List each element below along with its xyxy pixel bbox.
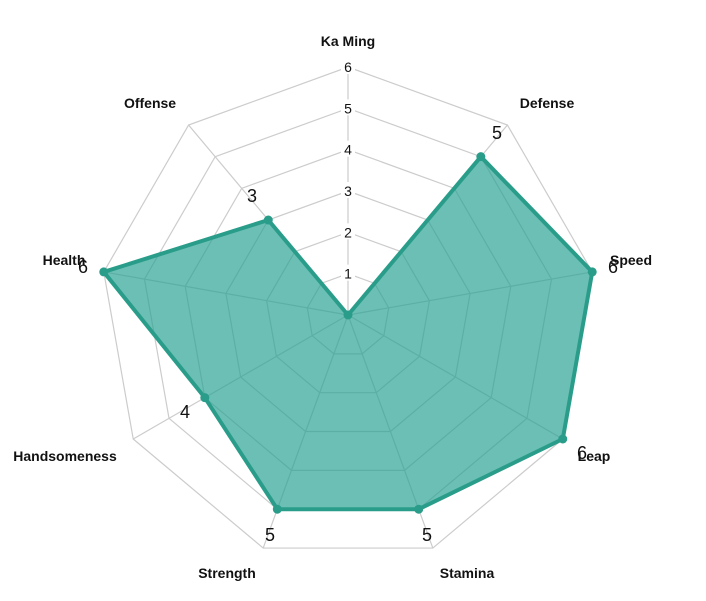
r-tick-label: 1 [344,266,352,282]
data-point [414,504,424,514]
r-tick-label: 3 [344,183,352,199]
category-label: Leap [578,448,611,464]
data-label: 6 [78,257,88,277]
category-label: Offense [124,95,176,111]
data-point [200,393,210,403]
tick-label-bg [341,58,355,74]
tick-label-bg [341,140,355,157]
category-label: Speed [610,252,652,268]
r-tick-label: 5 [344,100,352,116]
data-labels: 5 6 6 5 5 4 6 3 [78,123,618,545]
tick-label-bg [341,223,355,240]
r-tick-label: 2 [344,224,352,240]
data-label: 6 [577,443,587,463]
data-point [558,434,568,444]
data-label: 4 [180,402,190,422]
data-label: 6 [608,257,618,277]
data-point [343,310,353,320]
category-label: Strength [198,565,256,581]
data-label: 3 [247,186,257,206]
category-label: Handsomeness [13,448,117,464]
data-label: 5 [422,525,432,545]
data-point [587,267,597,277]
category-axis-labels: Ka Ming Defense Speed Leap Stamina Strength Ha… [13,33,652,581]
radial-tick-labels: 1 2 3 4 5 6 [341,58,355,282]
series-area [99,152,597,514]
series-polygon [101,154,595,512]
data-point [99,267,109,277]
r-tick-label: 6 [344,59,352,75]
category-label: Defense [520,95,575,111]
data-point [476,152,486,162]
data-point [272,504,282,514]
data-point [263,215,273,225]
category-label: Health [43,252,86,268]
tick-label-bg [341,99,355,116]
category-label: Stamina [440,565,495,581]
grid-ring [103,66,593,549]
tick-label-bg [341,264,355,281]
r-tick-label: 4 [344,142,352,158]
data-label: 5 [265,525,275,545]
data-label: 5 [492,123,502,143]
category-label: Ka Ming [321,33,375,49]
tick-label-bg [341,182,355,198]
